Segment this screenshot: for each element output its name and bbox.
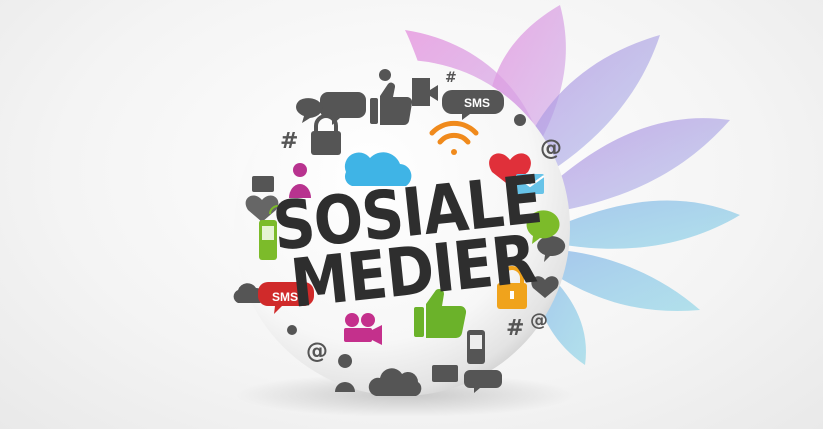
phone-icon (259, 205, 279, 260)
cloud-icon (344, 152, 412, 186)
thumbs-up-cuff (370, 98, 378, 124)
petal (555, 250, 700, 311)
person-icon (335, 354, 355, 392)
lock-icon (311, 114, 341, 155)
chat-bubble-icon (537, 236, 566, 262)
at-sign-icon: @ (530, 310, 548, 331)
sms-gray-label: SMS (464, 96, 490, 110)
sms-bubble-icon (442, 90, 504, 120)
sms-badge-red: SMS (258, 282, 314, 314)
chat-bubble-icon (464, 370, 502, 393)
petal (545, 118, 730, 210)
at-sign-icon: @ (306, 339, 328, 364)
cloud-icon (233, 283, 265, 303)
lock-icon (497, 266, 527, 309)
person-icon (289, 163, 311, 198)
petal (520, 35, 660, 175)
gray-icon-cluster (233, 69, 566, 396)
chat-dot (287, 325, 297, 335)
envelope-icon (432, 365, 458, 382)
thumbs-up-icon (380, 82, 413, 126)
cloud-icon (368, 368, 422, 396)
envelope-icon (252, 176, 274, 192)
hash-icon: # (445, 70, 457, 86)
sms-red-label: SMS (272, 290, 298, 304)
phone-icon (467, 330, 485, 364)
colored-icons: SMS SMS (258, 96, 560, 364)
chat-dot (514, 114, 526, 126)
at-sign-icon: @ (540, 136, 562, 161)
hash-icon: # (506, 316, 524, 341)
chat-bubble-icon (526, 210, 560, 244)
video-camera-icon (412, 78, 438, 106)
headline: SOSIALE MEDIER (269, 160, 545, 323)
thumbs-up-icon (414, 289, 467, 339)
chat-dot (379, 69, 391, 81)
petal (560, 200, 740, 249)
heart-icon (245, 195, 279, 222)
envelope-icon (515, 174, 545, 194)
gray-glyphs: @ @ @ # # # (280, 70, 562, 364)
wifi-icon (429, 120, 479, 155)
heart-icon (531, 276, 559, 298)
video-camera-icon (344, 313, 382, 345)
chat-bubble-icon (296, 98, 323, 123)
hash-icon: # (280, 129, 298, 154)
